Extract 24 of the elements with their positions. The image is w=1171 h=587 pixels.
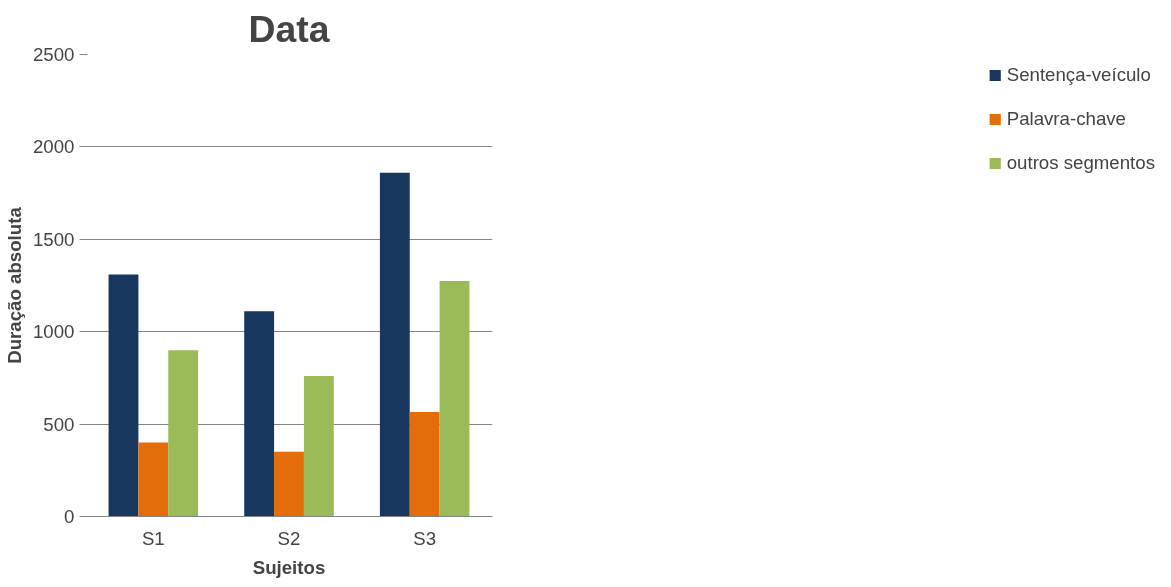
bar bbox=[439, 280, 470, 517]
y-tick-label: 0 bbox=[64, 506, 75, 527]
bar bbox=[168, 350, 199, 517]
x-tick-label: S1 bbox=[141, 527, 165, 549]
bar bbox=[303, 376, 334, 517]
bar bbox=[138, 442, 169, 517]
bar bbox=[409, 412, 440, 517]
bar bbox=[379, 172, 410, 517]
y-tick-label: 500 bbox=[43, 413, 75, 435]
y-tick-label: 2500 bbox=[33, 44, 75, 65]
y-tick-label: 1500 bbox=[33, 228, 75, 250]
legend-label: Sentença-veículo bbox=[1006, 64, 1151, 86]
x-axis-title: Sujeitos bbox=[252, 556, 326, 578]
legend-label: outros segmentos bbox=[1006, 152, 1155, 174]
bar bbox=[244, 311, 275, 517]
x-tick-label: S3 bbox=[413, 527, 437, 549]
y-tick-label: 1000 bbox=[33, 321, 75, 343]
y-tick-label: 2000 bbox=[33, 136, 75, 158]
chart-title: Data bbox=[248, 7, 330, 50]
x-tick-label: S2 bbox=[277, 527, 301, 549]
y-axis-title: Duração absoluta bbox=[4, 206, 25, 364]
legend-label: Palavra-chave bbox=[1006, 108, 1126, 130]
bar bbox=[108, 274, 139, 517]
bar bbox=[274, 451, 304, 517]
